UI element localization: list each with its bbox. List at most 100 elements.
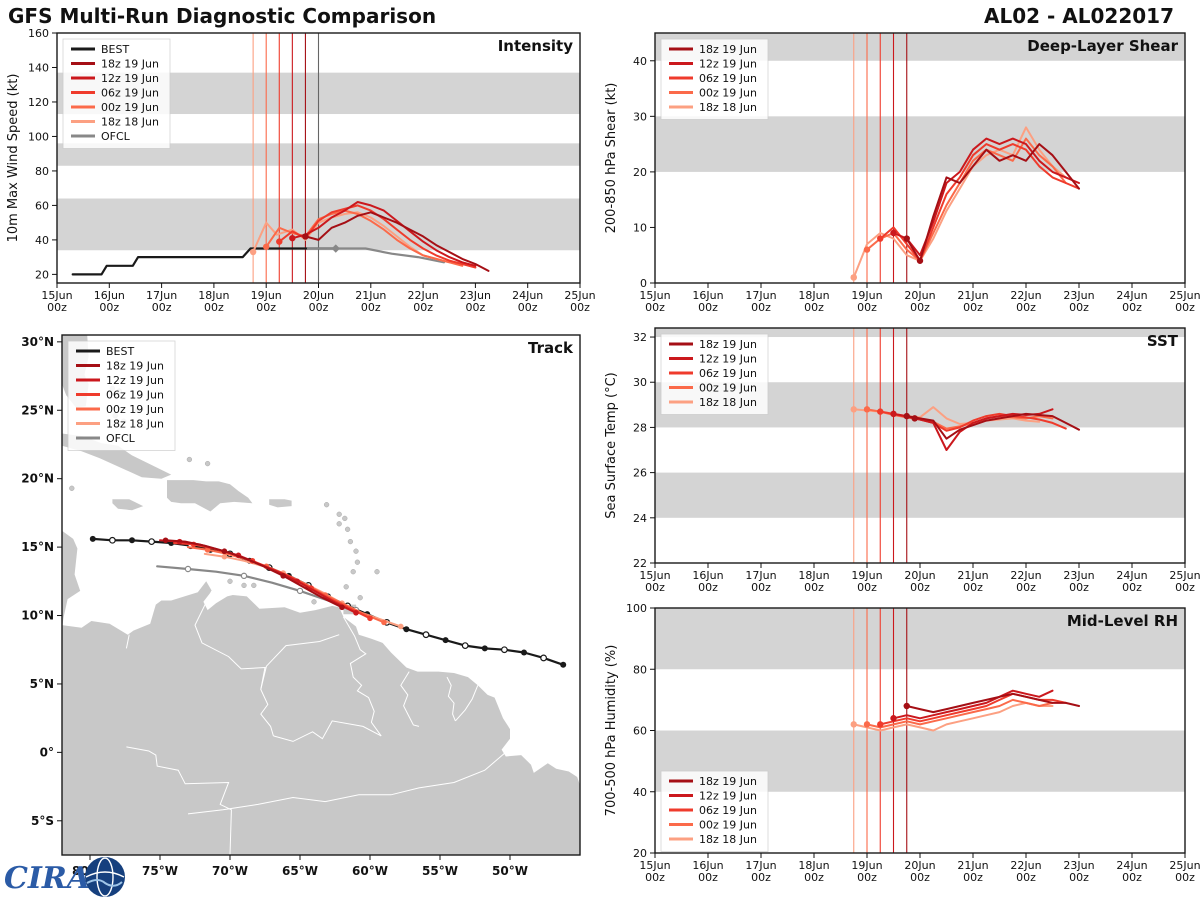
init-marker — [903, 702, 910, 710]
lat-tick-label: 5°S — [31, 814, 54, 828]
init-marker — [263, 243, 270, 250]
track-panel: 80°W75°W70°W65°W60°W55°W50°W30°N25°N20°N… — [21, 334, 581, 878]
init-marker — [877, 721, 884, 728]
init-marker — [850, 406, 857, 413]
legend-label: 18z 18 Jun — [106, 418, 164, 431]
x-tick-label: 00z — [645, 871, 665, 884]
island — [357, 595, 363, 601]
x-tick-label: 17Jun — [146, 289, 177, 302]
island — [350, 569, 356, 575]
country-border — [125, 634, 130, 649]
legend-label: 12z 19 Jun — [699, 790, 757, 803]
y-tick-label: 0 — [640, 277, 647, 290]
x-tick-label: 00z — [857, 871, 877, 884]
island — [251, 582, 257, 589]
track-point-open — [148, 538, 156, 546]
legend-label: 18z 18 Jun — [699, 101, 757, 114]
y-axis-label: 10m Max Wind Speed (kt) — [6, 74, 21, 243]
y-tick-label: 20 — [35, 268, 49, 281]
legend-label: 00z 19 Jun — [699, 382, 757, 395]
series-18z-18-jun — [852, 701, 1054, 732]
country-border — [400, 671, 420, 727]
track-point-open — [540, 654, 547, 662]
lat-tick-label: 20°N — [21, 472, 54, 486]
sst-panel: 15Jun00z16Jun00z17Jun00z18Jun00z19Jun00z… — [604, 327, 1200, 594]
lon-tick-label: 55°W — [422, 864, 458, 878]
legend-label: 18z 19 Jun — [101, 58, 159, 71]
y-tick-label: 30 — [633, 110, 647, 123]
lon-tick-label: 65°W — [282, 864, 318, 878]
init-marker — [276, 238, 283, 245]
series-18z-19-jun — [304, 211, 490, 272]
series-ofcl — [306, 247, 446, 264]
x-tick-label: 20Jun — [904, 859, 935, 872]
y-tick-label: 40 — [633, 55, 647, 68]
legend-label: 12z 19 Jun — [101, 72, 159, 85]
x-tick-label: 22Jun — [408, 289, 439, 302]
init-marker — [289, 234, 296, 242]
legend-label: 12z 19 Jun — [106, 374, 164, 387]
island — [343, 584, 349, 590]
x-tick-label: 00z — [1122, 871, 1142, 884]
init-marker — [903, 235, 910, 242]
island — [374, 569, 380, 575]
series-00z-19-jun — [866, 137, 1067, 262]
track-point — [162, 537, 169, 544]
x-tick-label: 24Jun — [1116, 569, 1147, 582]
x-tick-label: 00z — [204, 301, 224, 314]
init-marker — [877, 408, 884, 415]
x-tick-label: 18Jun — [198, 289, 229, 302]
x-tick-label: 00z — [413, 301, 433, 314]
x-tick-label: 00z — [1016, 871, 1036, 884]
x-tick-label: 25Jun — [1169, 569, 1200, 582]
cira-logo-text: CIRA — [4, 861, 90, 896]
init-marker — [890, 410, 897, 418]
series-18z-19-jun — [164, 539, 343, 609]
x-tick-label: 00z — [910, 581, 930, 594]
lat-tick-label: 5°N — [30, 677, 54, 691]
init-marker — [903, 412, 910, 420]
x-tick-label: 25Jun — [1169, 289, 1200, 302]
x-tick-label: 19Jun — [851, 859, 882, 872]
y-tick-label: 40 — [633, 786, 647, 799]
shaded-band — [655, 328, 1185, 338]
country-border — [260, 634, 340, 690]
track-point — [403, 626, 410, 633]
legend-label: 18z 19 Jun — [106, 360, 164, 373]
country-border — [126, 746, 232, 856]
x-tick-label: 00z — [1069, 301, 1089, 314]
x-tick-label: 19Jun — [851, 289, 882, 302]
country-border — [187, 750, 508, 815]
track-point-open — [108, 536, 116, 544]
x-tick-label: 00z — [1122, 301, 1142, 314]
island — [336, 511, 342, 517]
x-tick-label: 25Jun — [564, 289, 595, 302]
legend-label: 06z 19 Jun — [106, 389, 164, 402]
x-tick-label: 25Jun — [1169, 859, 1200, 872]
y-tick-label: 30 — [633, 376, 647, 389]
marker-dot — [916, 257, 924, 264]
x-tick-label: 15Jun — [639, 569, 670, 582]
country-border — [342, 616, 382, 737]
series-18z-19-jun — [905, 692, 1080, 714]
globe-circle — [85, 857, 125, 897]
init-marker — [863, 406, 871, 413]
init-marker — [850, 721, 857, 728]
track-point-open — [296, 587, 304, 595]
x-tick-label: 00z — [698, 871, 718, 884]
landmass-jamaica — [112, 499, 144, 511]
x-tick-label: 00z — [804, 581, 824, 594]
x-tick-label: 22Jun — [1010, 859, 1041, 872]
series-12z-19-jun — [892, 689, 1054, 720]
track-point — [481, 645, 488, 652]
x-tick-label: 00z — [1069, 581, 1089, 594]
x-tick-label: 24Jun — [1116, 859, 1147, 872]
globe-meridian — [96, 857, 114, 897]
x-tick-label: 00z — [1016, 581, 1036, 594]
init-marker — [890, 715, 897, 722]
x-tick-label: 00z — [518, 301, 538, 314]
track-point — [89, 535, 96, 542]
track-point — [339, 604, 345, 611]
